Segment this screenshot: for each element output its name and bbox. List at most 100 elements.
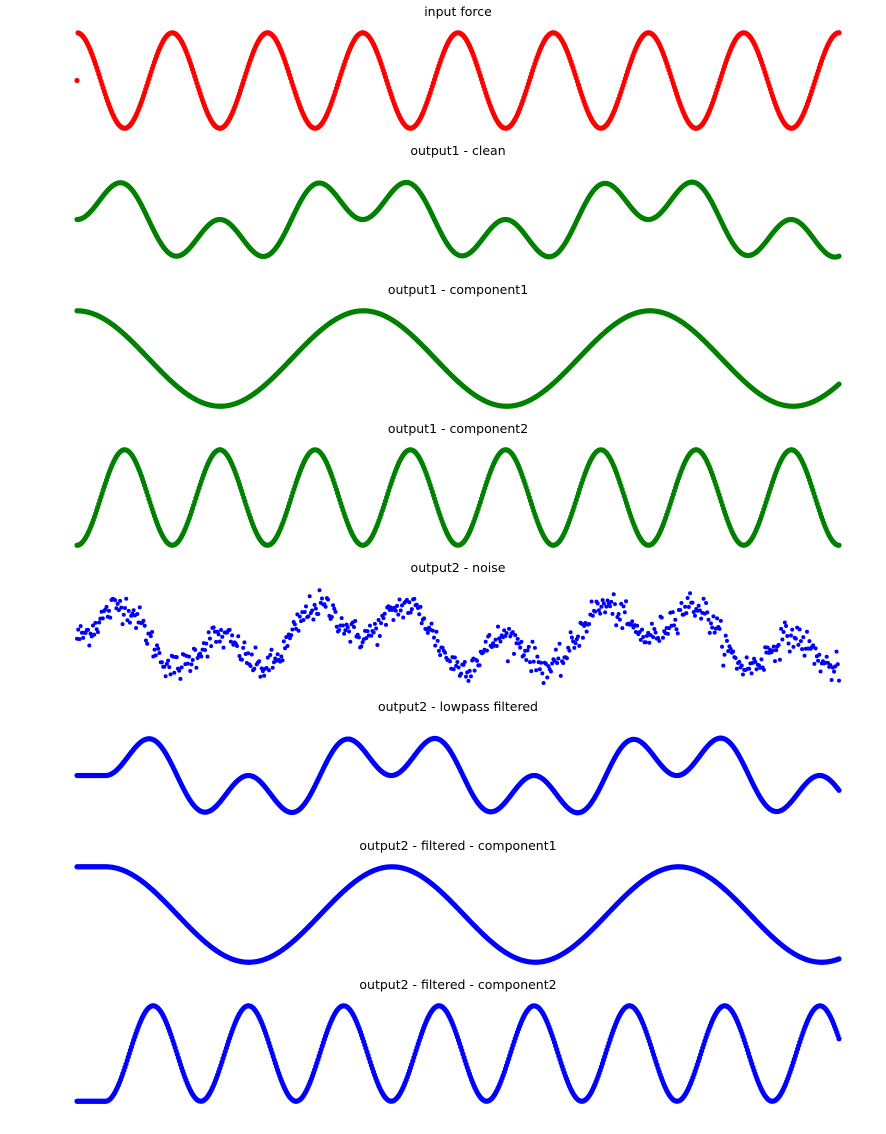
data-point <box>153 653 158 658</box>
data-point <box>434 629 439 634</box>
panel-5: output2 - noise <box>75 560 841 685</box>
data-point <box>123 605 128 610</box>
data-point <box>836 542 842 548</box>
data-point <box>374 626 379 631</box>
panel-title: output2 - filtered - component1 <box>359 838 556 853</box>
data-point <box>707 630 712 635</box>
data-point <box>270 665 275 670</box>
data-point <box>179 665 184 670</box>
data-point <box>280 658 285 663</box>
data-point <box>443 650 448 655</box>
data-point <box>558 673 563 678</box>
data-point <box>556 656 561 661</box>
data-point <box>739 663 744 668</box>
data-point <box>217 639 222 644</box>
data-point <box>584 629 589 634</box>
data-point <box>166 658 171 663</box>
data-point <box>507 626 512 631</box>
data-point <box>690 600 695 605</box>
data-point <box>688 591 693 596</box>
data-point <box>107 608 112 613</box>
data-point <box>587 621 592 626</box>
data-point <box>199 654 204 659</box>
data-point <box>124 596 129 601</box>
panel-title: input force <box>424 4 492 19</box>
data-point <box>711 614 716 619</box>
data-point <box>92 632 97 637</box>
data-point <box>622 610 627 615</box>
data-point <box>269 647 274 652</box>
data-point <box>487 633 492 638</box>
data-point <box>776 642 781 647</box>
data-point <box>657 638 662 643</box>
data-point <box>456 665 461 670</box>
data-point <box>241 645 246 650</box>
data-point <box>699 616 704 621</box>
data-point <box>398 608 403 613</box>
data-point <box>148 634 153 639</box>
data-point <box>604 604 609 609</box>
data-point <box>230 633 235 638</box>
data-point <box>190 657 195 662</box>
data-point <box>339 616 344 621</box>
data-point <box>519 639 524 644</box>
data-point <box>557 641 562 646</box>
data-point <box>540 671 545 676</box>
panel-title: output1 - component2 <box>388 421 528 436</box>
data-point <box>685 595 690 600</box>
data-point <box>674 627 679 632</box>
data-point <box>774 648 779 653</box>
data-point <box>219 628 224 633</box>
data-point <box>412 596 417 601</box>
data-point <box>121 612 126 617</box>
data-point <box>214 639 219 644</box>
data-point <box>836 253 842 259</box>
data-point <box>548 669 553 674</box>
data-point <box>74 77 80 84</box>
data-point <box>524 658 529 663</box>
data-point <box>187 654 192 659</box>
data-point <box>401 615 406 620</box>
data-point <box>78 624 83 629</box>
data-point <box>118 598 123 603</box>
data-point <box>301 617 306 622</box>
data-point <box>706 617 711 622</box>
data-point <box>296 628 301 633</box>
data-point <box>177 668 182 673</box>
data-point <box>422 616 427 621</box>
data-point <box>580 635 585 640</box>
data-point <box>801 635 806 640</box>
data-point <box>608 604 613 609</box>
data-point <box>418 604 423 609</box>
data-point <box>134 626 139 631</box>
data-point <box>157 650 162 655</box>
data-point <box>168 672 173 677</box>
data-point <box>834 649 839 654</box>
data-point <box>430 628 435 633</box>
data-point <box>393 608 398 613</box>
data-point <box>710 625 715 630</box>
data-point <box>289 633 294 638</box>
data-point <box>720 644 725 649</box>
data-point <box>281 639 286 644</box>
data-point <box>599 604 604 609</box>
data-point <box>262 673 267 678</box>
data-point <box>246 651 251 656</box>
data-point <box>802 653 807 658</box>
panel-title: output2 - filtered - component2 <box>359 977 556 992</box>
data-point <box>193 647 198 652</box>
data-point <box>452 655 457 660</box>
data-point <box>526 644 531 649</box>
data-point <box>786 641 791 646</box>
data-point <box>372 621 377 626</box>
data-point <box>275 652 280 657</box>
data-point <box>787 649 792 654</box>
data-point <box>704 601 709 605</box>
data-point <box>369 633 374 638</box>
data-point <box>235 643 240 648</box>
data-point <box>614 623 619 628</box>
data-point <box>498 639 503 644</box>
panel-2: output1 - clean <box>74 143 842 260</box>
data-point <box>156 646 161 651</box>
data-point <box>464 674 468 679</box>
